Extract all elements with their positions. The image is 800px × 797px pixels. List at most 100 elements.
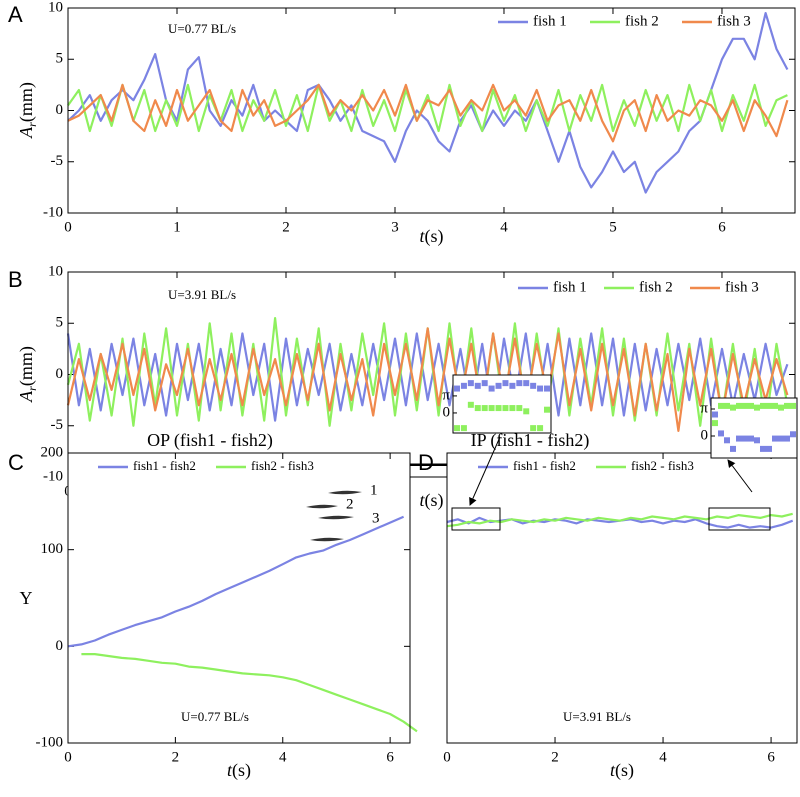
legend-label: fish1 - fish2 (133, 458, 196, 473)
inset-point (772, 402, 778, 409)
series-line (67, 12, 789, 194)
inset-point (754, 437, 760, 444)
series-line (66, 332, 789, 422)
inset-point (460, 382, 467, 389)
y-tick-label: -10 (43, 468, 63, 484)
plot-area (68, 453, 410, 743)
inset-point (724, 402, 730, 409)
inset-point (474, 382, 481, 389)
inset-point (730, 404, 736, 411)
y-tick-label: 0 (56, 102, 64, 118)
x-axis-label: t(s) (610, 760, 634, 781)
y-tick-label: 5 (56, 315, 64, 331)
y-tick-label: 0 (56, 638, 64, 654)
inset-point (772, 435, 778, 442)
period-label: IP (fish1 - fish2) (471, 430, 590, 451)
inset-point (784, 435, 790, 442)
inset-frame (452, 374, 552, 434)
inset-point (778, 435, 784, 442)
inset-point (760, 445, 766, 452)
annotation: U=3.91 BL/s (563, 709, 631, 724)
inset-point (766, 445, 772, 452)
inset-point (748, 402, 754, 409)
inset-point (544, 406, 550, 413)
legend-label: fish2 - fish3 (251, 458, 314, 473)
inset-y-tick-label: 0 (701, 427, 709, 443)
annotation: U=0.77 BL/s (168, 21, 236, 36)
x-axis-label: t(s) (227, 760, 251, 781)
fish-label: 2 (346, 496, 354, 512)
x-axis-label-unit: (s) (232, 760, 251, 781)
y-tick-label: 200 (41, 444, 64, 460)
y-axis-label-var: Υ (20, 588, 33, 608)
frame (67, 7, 796, 214)
inset-point (454, 385, 460, 392)
series-line (446, 512, 793, 528)
arrow (727, 459, 753, 493)
y-tick-label: 10 (48, 263, 63, 279)
y-axis-label-sub: r (25, 122, 39, 127)
y-tick-label: 5 (56, 51, 64, 67)
x-tick-label: 5 (609, 219, 617, 235)
frame (446, 452, 798, 744)
inset-point (537, 385, 544, 392)
inset-point (712, 420, 718, 427)
y-tick-label: 0 (56, 366, 64, 382)
x-tick-label: 6 (386, 749, 394, 765)
panel-letter: A (8, 2, 23, 27)
inset-point (516, 405, 523, 412)
highlight-box (708, 507, 771, 531)
series-line (67, 83, 789, 143)
fish-label: 3 (372, 510, 380, 526)
x-tick-label: 6 (767, 749, 775, 765)
inset-point (778, 404, 784, 411)
plot-area (447, 453, 797, 743)
y-axis-label: Ar(mm) (16, 346, 39, 403)
x-axis-label-unit: (s) (615, 760, 634, 781)
series-line (67, 515, 405, 648)
inset-point (724, 437, 730, 444)
legend-label: fish1 - fish2 (513, 458, 576, 473)
x-tick-label: 2 (551, 749, 559, 765)
fish-drawing (306, 490, 362, 542)
period-label: OP (fish1 - fish2) (147, 430, 273, 451)
legend-label: fish2 - fish3 (631, 458, 694, 473)
y-tick-label: -10 (43, 204, 63, 220)
x-tick-label: 4 (659, 749, 667, 765)
panel-letter: C (8, 450, 24, 475)
inset-point (488, 385, 495, 392)
y-axis-label-unit: (mm) (16, 346, 37, 386)
x-tick-label: 1 (173, 219, 181, 235)
inset-point (523, 408, 530, 415)
x-axis-label-var: t (419, 226, 425, 246)
annotation: U=3.91 BL/s (168, 287, 236, 302)
inset-point (718, 402, 724, 409)
highlight-box (451, 507, 501, 531)
series-line (81, 653, 418, 733)
y-tick-label: -5 (51, 153, 64, 169)
frame (67, 452, 411, 744)
inset-point (467, 401, 474, 408)
x-tick-label: 4 (500, 219, 508, 235)
inset-point (754, 404, 760, 411)
x-axis-label-var: t (419, 490, 425, 510)
frame (67, 271, 796, 478)
inset-point (784, 402, 790, 409)
y-axis-label: Υ (20, 588, 33, 608)
series-line (67, 83, 788, 133)
inset-point (481, 380, 488, 387)
legend-label: fish 3 (725, 279, 759, 295)
x-tick-label: 0 (443, 749, 451, 765)
inset-point (530, 382, 537, 389)
inset-point (502, 380, 509, 387)
y-tick-label: -100 (36, 734, 64, 750)
inset-point (481, 405, 488, 412)
y-axis-label-var: A (16, 126, 36, 139)
inset-point (790, 402, 796, 409)
inset-point (488, 405, 495, 412)
inset-point (736, 402, 742, 409)
y-tick-label: 100 (41, 541, 64, 557)
legend-label: fish 2 (625, 13, 659, 29)
inset-point (766, 402, 772, 409)
